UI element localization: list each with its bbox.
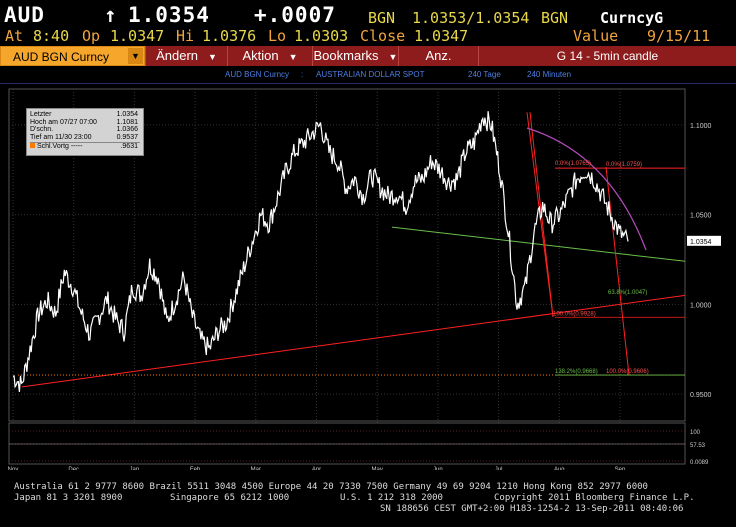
close-label: Close bbox=[360, 27, 406, 45]
y-tick-label: 1.0500 bbox=[690, 213, 712, 220]
last-price-label: 1.0354 bbox=[690, 239, 712, 246]
subtitle-days: 240 Tage bbox=[468, 70, 501, 79]
x-tick-label: Mar bbox=[251, 467, 261, 470]
footer: Australia 61 2 9777 8600 Brazil 5511 304… bbox=[0, 480, 736, 527]
x-tick-label: Apr bbox=[312, 467, 321, 470]
anz-button-label: Anz. bbox=[425, 48, 452, 63]
chevron-down-icon: ▼ bbox=[388, 52, 398, 62]
legend-ma-row: Schl.Vortg ----- .9631 bbox=[30, 142, 140, 150]
x-tick-label: Nov bbox=[8, 467, 19, 470]
footer-japan: Japan 81 3 3201 8900 bbox=[14, 493, 123, 503]
bid-ask: 1.0353/1.0354 bbox=[412, 9, 530, 27]
bookmarks-button-label: Bookmarks bbox=[313, 48, 379, 63]
quote-header: AUD ↑ 1.0354 +.0007 BGN 1.0353/1.0354 BG… bbox=[0, 0, 736, 28]
up-arrow-icon: ↑ bbox=[104, 3, 118, 27]
fib-label: 100.0%(0.9606) bbox=[606, 369, 649, 375]
fib-label: 0.0%(1.0759) bbox=[606, 162, 642, 168]
chart-subtitle: AUD BGN Curncy : AUSTRALIAN DOLLAR SPOT … bbox=[0, 66, 736, 84]
value-date: 9/15/11 bbox=[647, 27, 711, 45]
footer-us: U.S. 1 212 318 2000 bbox=[340, 493, 443, 503]
chart-svg[interactable]: 1.1000 1.0500 1.0000 0.9500 1.0354 0.0%(1.07… bbox=[0, 84, 736, 470]
last-price-box bbox=[687, 235, 721, 246]
x-tick-label: Dec bbox=[68, 467, 79, 470]
aktion-button[interactable]: Aktion ▼ bbox=[227, 46, 312, 66]
anz-button[interactable]: Anz. bbox=[398, 46, 478, 66]
open-label: Op bbox=[82, 27, 101, 45]
x-tick-label: Feb bbox=[190, 467, 201, 470]
footer-session: SN 188656 CEST GMT+2:00 H183-1254-2 13-S… bbox=[380, 504, 684, 514]
high-label: Hi bbox=[176, 27, 195, 45]
at-label: At bbox=[5, 27, 24, 45]
arc-trendline bbox=[526, 127, 647, 251]
value-label: Value bbox=[573, 27, 619, 45]
y-tick-label: 1.1000 bbox=[690, 123, 712, 130]
aktion-button-label: Aktion bbox=[242, 48, 279, 63]
fib-leg-2 bbox=[605, 167, 630, 376]
x-tick-label: Jan bbox=[130, 467, 140, 470]
fib-label: 100.0%(0.9928) bbox=[553, 311, 596, 317]
legend-box: Letzter 1.0354 Hoch am 07/27 07:00 1.1081 … bbox=[26, 108, 144, 156]
indicator-label: 100 bbox=[690, 430, 701, 436]
price-chart[interactable]: 1.1000 1.0500 1.0000 0.9500 1.0354 0.0%(1.07… bbox=[0, 84, 736, 470]
footer-singapore: Singapore 65 6212 1000 bbox=[170, 493, 290, 503]
x-tick-label: Jul bbox=[495, 467, 503, 470]
ma-swatch-icon bbox=[30, 143, 35, 148]
andern-button[interactable]: Ändern ▼ bbox=[145, 46, 227, 66]
open-value: 1.0347 bbox=[110, 27, 165, 45]
chevron-down-icon: ▼ bbox=[288, 52, 298, 62]
last-price: 1.0354 bbox=[128, 3, 210, 27]
fib-label: 0.0%(1.0765) bbox=[555, 161, 591, 167]
security-field[interactable]: AUD BGN Curncy ▼ bbox=[0, 46, 145, 66]
green-trendline bbox=[391, 226, 686, 262]
legend-row: Tief am 11/30 23:00 0.9537 bbox=[30, 133, 138, 141]
quote-stats: At 8:40 Op 1.0347 Hi 1.0376 Lo 1.0303 Cl… bbox=[0, 27, 736, 46]
subtitle-minutes: 240 Minuten bbox=[527, 70, 572, 79]
price-change: +.0007 bbox=[254, 3, 336, 27]
screen-name: CurncyG bbox=[600, 9, 664, 27]
x-tick-label: Sep bbox=[615, 467, 626, 470]
close-value: 1.0347 bbox=[414, 27, 469, 45]
legend-row: D'schn. 1.0366 bbox=[30, 126, 138, 133]
fib-label: 63.8%(1.0047) bbox=[608, 290, 647, 296]
subtitle-name: AUSTRALIAN DOLLAR SPOT bbox=[316, 70, 425, 79]
footer-contacts-1: Australia 61 2 9777 8600 Brazil 5511 304… bbox=[14, 482, 648, 492]
x-tick-label: Aug bbox=[554, 467, 565, 470]
footer-copyright: Copyright 2011 Bloomberg Finance L.P. bbox=[494, 493, 695, 503]
support-trendline bbox=[21, 294, 686, 388]
fib-label: 138.2%(0.9668) bbox=[555, 369, 598, 375]
chart-template-title: G 14 - 5min candle bbox=[478, 46, 736, 66]
subtitle-sep: : bbox=[301, 70, 304, 79]
low-value: 1.0303 bbox=[294, 27, 349, 45]
high-value: 1.0376 bbox=[202, 27, 257, 45]
price-line bbox=[12, 111, 629, 392]
low-label: Lo bbox=[268, 27, 287, 45]
x-tick-label: Jun bbox=[433, 467, 443, 470]
indicator-label: 57.53 bbox=[690, 443, 706, 449]
indicator-label: 0.0089 bbox=[690, 460, 709, 466]
subtitle-security: AUD BGN Curncy bbox=[225, 70, 290, 79]
legend-row: Hoch am 07/27 07:00 1.1081 bbox=[30, 118, 138, 126]
ticker: AUD bbox=[4, 3, 45, 27]
bookmarks-button[interactable]: Bookmarks ▼ bbox=[312, 46, 398, 66]
legend-row: Letzter 1.0354 bbox=[30, 111, 138, 118]
at-time: 8:40 bbox=[33, 27, 70, 45]
chevron-down-icon[interactable]: ▼ bbox=[128, 48, 143, 64]
chevron-down-icon: ▼ bbox=[208, 52, 217, 62]
y-tick-label: 1.0000 bbox=[690, 302, 712, 309]
indicator-panel bbox=[8, 422, 686, 465]
price-source-2: BGN bbox=[541, 9, 569, 27]
x-tick-label: May bbox=[372, 467, 383, 470]
price-source: BGN bbox=[368, 9, 396, 27]
security-field-label: AUD BGN Curncy bbox=[13, 50, 110, 64]
andern-button-label: Ändern bbox=[156, 48, 198, 63]
toolbar bbox=[0, 46, 736, 66]
y-tick-label: 0.9500 bbox=[690, 392, 712, 399]
